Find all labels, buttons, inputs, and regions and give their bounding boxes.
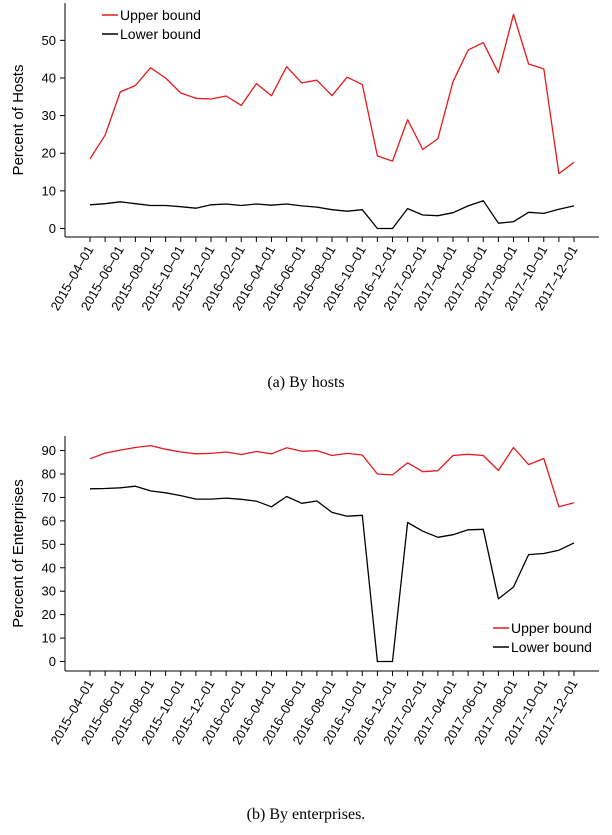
y-tick-label: 10: [42, 183, 56, 198]
y-tick-label: 60: [42, 513, 56, 528]
y-tick-label: 70: [42, 490, 56, 505]
y-axis-title: Percent of Hosts: [10, 65, 27, 176]
enterprises-chart: 0 10 20 30 40 50 60 70 80 90 Percent of Enterprise…: [10, 436, 599, 747]
caption-enterprises: (b) By enterprises.: [246, 806, 366, 823]
legend-label: Upper bound: [511, 620, 592, 636]
y-tick-label: 40: [42, 560, 56, 575]
y-tick-label: 0: [49, 654, 56, 669]
caption-hosts: (a) By hosts: [267, 374, 345, 391]
legend-label: Lower bound: [120, 26, 201, 42]
series-line-upper-bound: [89, 13, 575, 175]
y-tick-label: 20: [42, 146, 56, 161]
legend-label: Lower bound: [511, 639, 592, 655]
y-tick-label: 30: [42, 584, 56, 599]
y-tick-label: 40: [42, 70, 56, 85]
series-line-lower-bound: [89, 485, 575, 663]
y-axis-title: Percent of Enterprises: [10, 479, 27, 627]
y-tick-label: 50: [42, 33, 56, 48]
y-tick-label: 0: [49, 221, 56, 236]
y-tick-label: 80: [42, 467, 56, 482]
y-tick-label: 30: [42, 108, 56, 123]
series-line-lower-bound: [89, 200, 575, 230]
y-tick-label: 90: [42, 443, 56, 458]
y-tick-label: 50: [42, 537, 56, 552]
y-tick-label: 10: [42, 631, 56, 646]
legend-label: Upper bound: [120, 7, 201, 23]
y-tick-label: 20: [42, 607, 56, 622]
series-line-upper-bound: [89, 444, 575, 508]
